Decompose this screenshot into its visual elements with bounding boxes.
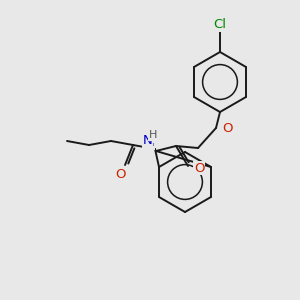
- Text: N: N: [144, 136, 154, 149]
- Text: H: H: [148, 132, 157, 142]
- Text: O: O: [194, 161, 205, 175]
- Text: Cl: Cl: [214, 18, 226, 31]
- Text: N: N: [142, 134, 152, 147]
- Text: O: O: [222, 122, 232, 136]
- Text: O: O: [115, 168, 125, 181]
- Text: H: H: [148, 130, 157, 140]
